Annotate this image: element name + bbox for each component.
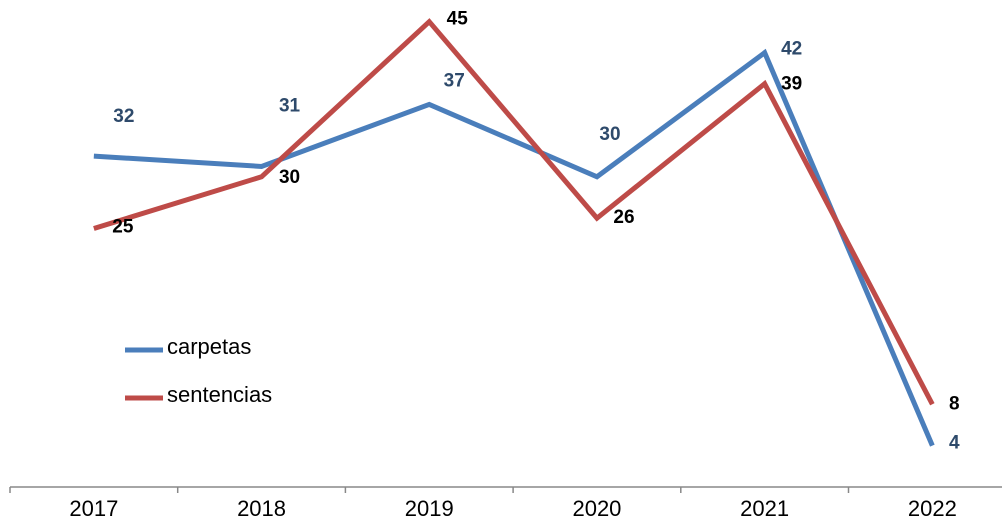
series-line	[93, 48, 935, 447]
x-tick-label: 2018	[237, 496, 286, 521]
data-label: 37	[444, 70, 465, 91]
data-label: 45	[447, 9, 469, 30]
data-label: 8	[949, 393, 960, 414]
x-tick-label: 2021	[740, 496, 789, 521]
data-label: 39	[781, 74, 802, 95]
data-label: 26	[613, 207, 634, 228]
data-label: 30	[599, 124, 620, 145]
x-tick-label: 2020	[572, 496, 621, 521]
x-tick-label: 2019	[405, 496, 454, 521]
data-label: 25	[112, 217, 134, 238]
data-label: 31	[279, 95, 301, 116]
data-label: 32	[113, 106, 134, 127]
x-tick-label: 2022	[908, 496, 957, 521]
data-label: 30	[279, 167, 300, 188]
legend-label: carpetas	[167, 334, 251, 359]
series-line	[93, 18, 935, 406]
x-tick-label: 2017	[69, 496, 118, 521]
data-label: 4	[949, 433, 960, 454]
data-label: 42	[781, 39, 802, 60]
legend-label: sentencias	[167, 382, 272, 407]
